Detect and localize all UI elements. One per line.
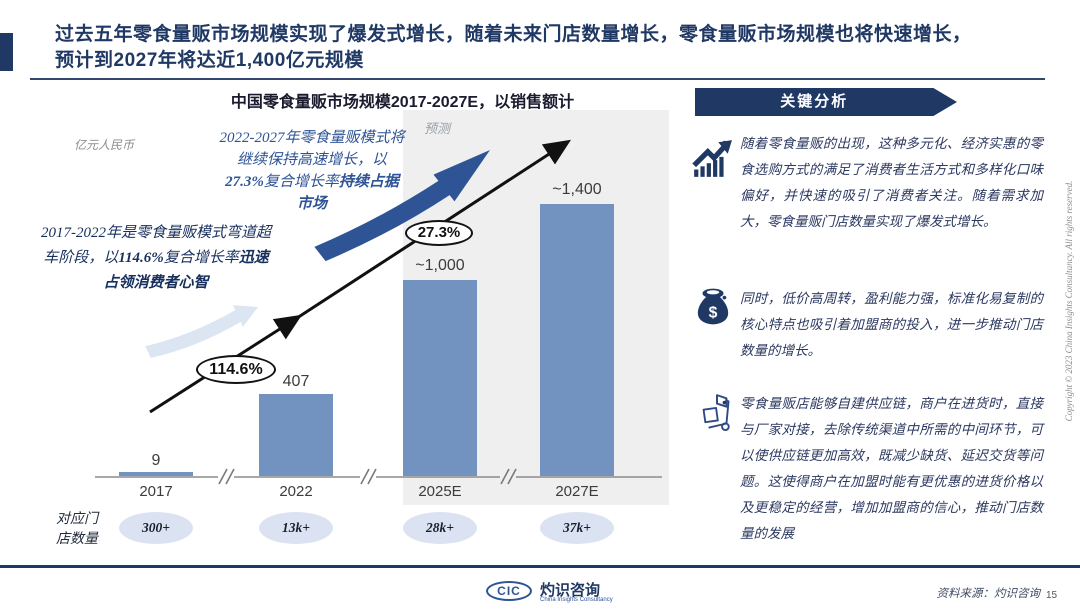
- money-bag-icon: $: [697, 288, 729, 325]
- copyright-vertical-text: Copyright © 2023 China Insights Consulta…: [1064, 180, 1074, 422]
- cic-logo-name: 灼识咨询: [540, 582, 601, 599]
- bar-value-2027e: ~1,400: [552, 181, 602, 198]
- analysis-bullet-2: 同时，低价高周转，盈利能力强，标准化易复制的核心特点也吸引着加盟商的投入，进一步…: [740, 291, 1043, 358]
- annotation-past-emphasis: 迅速占领消费者心智: [103, 250, 269, 291]
- annotation-future-cagr: 27.3%: [225, 174, 264, 190]
- annotation-future-text: 2022-2027年零食量贩模式将继续保持高速增长，以: [219, 130, 405, 168]
- key-analysis-banner: 关键分析: [695, 88, 957, 116]
- forecast-label: 预测: [424, 121, 451, 136]
- cagr-bubble-2022-2027: 27.3%: [405, 220, 473, 246]
- page-number: 15: [1046, 590, 1058, 601]
- annotation-2022-2027: 2022-2027年零食量贩模式将继续保持高速增长，以27.3%复合增长率持续占…: [218, 127, 406, 215]
- annotation-2017-2022: 2017-2022年是零食量贩模式弯道超车阶段，以114.6%复合增长率迅速占领…: [40, 221, 272, 296]
- supply-chain-icon: [702, 394, 730, 431]
- page-title-line2: 预计到2027年将达近1,400亿元规模: [55, 50, 364, 71]
- growth-chart-icon: [692, 140, 732, 177]
- bullet-marker-1: •: [722, 134, 727, 150]
- bullet-marker-3: •: [722, 394, 727, 410]
- source-note: 资料来源：灼识咨询: [936, 588, 1041, 600]
- annotation-future-text2: 复合增长率: [263, 174, 339, 190]
- y-axis-unit-label: 亿元人民币: [74, 138, 135, 152]
- cic-logo-subtitle: China Insights Consultancy: [540, 597, 613, 603]
- title-divider: [30, 78, 1045, 80]
- x-tick-2025e: 2025E: [418, 483, 462, 500]
- store-count-2027e: 37k+: [540, 512, 614, 544]
- bar-2025e: [403, 280, 477, 476]
- bar-2022: [259, 394, 333, 476]
- page-title-line1: 过去五年零食量贩市场规模实现了爆发式增长，随着未来门店数量增长，零食量贩市场规模…: [55, 24, 972, 45]
- store-count-2025e: 28k+: [403, 512, 477, 544]
- store-row-label: 对应门店数量: [56, 512, 98, 547]
- analysis-bullet-3: 零食量贩店能够自建供应链，商户在进货时，直接与厂家对接，去除传统渠道中所需的中间…: [740, 396, 1043, 541]
- key-analysis-title: 关键分析: [780, 93, 849, 110]
- cic-logo-abbr: CIC: [486, 581, 532, 601]
- bar-value-2025e: ~1,000: [415, 257, 465, 274]
- svg-text:$: $: [709, 305, 718, 322]
- x-tick-2017: 2017: [139, 483, 173, 500]
- cagr-bubble-2017-2022: 114.6%: [196, 355, 276, 384]
- analysis-bullet-1: 随着零食量贩的出现，这种多元化、经济实惠的零食选购方式的满足了消费者生活方式和多…: [740, 136, 1043, 229]
- x-tick-2022: 2022: [279, 483, 313, 500]
- bar-2017: [119, 472, 193, 476]
- annotation-past-text2: 复合增长率: [163, 250, 239, 266]
- store-count-2022: 13k+: [259, 512, 333, 544]
- annotation-past-cagr: 114.6%: [118, 250, 164, 266]
- light-swoosh-arrow: [145, 305, 258, 358]
- footer-divider: [0, 565, 1080, 568]
- page-title: 过去五年零食量贩市场规模实现了爆发式增长，随着未来门店数量增长，零食量贩市场规模…: [55, 22, 1050, 74]
- x-tick-2027e: 2027E: [555, 483, 599, 500]
- bar-2027e: [540, 204, 614, 476]
- chart-title: 中国零食量贩市场规模2017-2027E，以销售额计: [230, 94, 575, 111]
- store-count-2017: 300+: [119, 512, 193, 544]
- cic-logo: CIC 灼识咨询 China Insights Consultancy: [486, 579, 646, 605]
- annotation-past-text: 2017-2022年是零食量贩模式弯道超车阶段，以: [41, 225, 271, 266]
- bar-value-2017: 9: [151, 452, 161, 469]
- bullet-marker-2: •: [722, 289, 727, 305]
- title-accent-bar: [0, 33, 13, 71]
